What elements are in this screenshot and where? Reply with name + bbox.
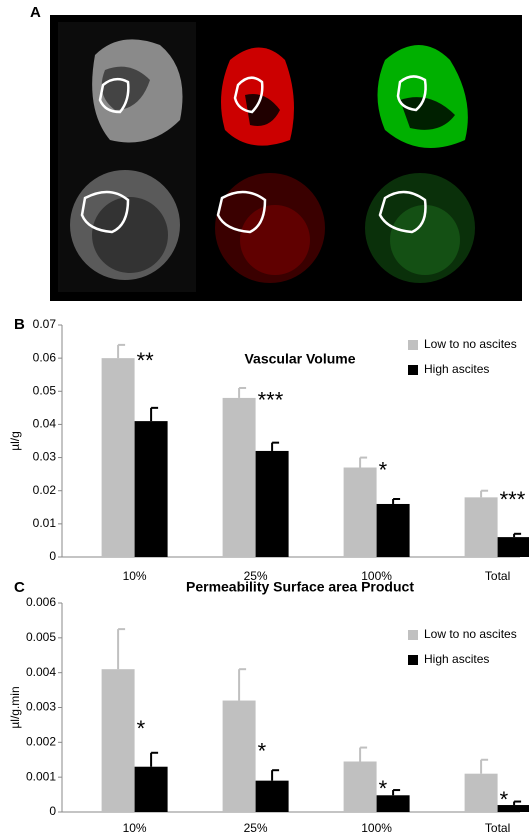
bar: [376, 795, 410, 812]
y-tick-label: 0.002: [26, 735, 56, 749]
y-tick-label: 0.06: [33, 350, 57, 364]
x-tick-label: 100%: [361, 569, 392, 583]
legend-label: High ascites: [424, 362, 489, 376]
significance: *: [137, 716, 146, 741]
legend-swatch: [408, 340, 418, 350]
legend-swatch: [408, 630, 418, 640]
bar: [464, 497, 498, 557]
chart-title: Vascular Volume: [244, 351, 355, 367]
significance: *: [258, 738, 267, 763]
panel-label: B: [14, 316, 25, 333]
y-tick-label: 0.03: [33, 450, 57, 464]
legend-label: Low to no ascites: [424, 337, 517, 351]
significance: ***: [500, 487, 526, 512]
panel-label: C: [14, 579, 25, 596]
y-tick-label: 0.005: [26, 630, 56, 644]
y-tick-label: 0.07: [33, 317, 57, 331]
significance: *: [379, 457, 388, 482]
legend-swatch: [408, 365, 418, 375]
significance: ***: [258, 388, 284, 413]
significance: *: [379, 776, 388, 801]
bar: [497, 805, 529, 812]
y-tick-label: 0.004: [26, 665, 56, 679]
bar: [222, 397, 256, 557]
bar: [343, 467, 377, 557]
x-tick-label: 25%: [244, 569, 268, 583]
bar: [101, 669, 135, 812]
bar: [101, 358, 135, 557]
significance: **: [137, 348, 155, 373]
y-tick-label: 0.001: [26, 769, 56, 783]
bar: [343, 761, 377, 812]
legend-label: Low to no ascites: [424, 627, 517, 641]
y-axis-label: µl/g: [8, 431, 22, 451]
legend-swatch: [408, 655, 418, 665]
y-tick-label: 0.01: [33, 516, 57, 530]
y-tick-label: 0.006: [26, 595, 56, 609]
bar: [464, 773, 498, 812]
y-tick-label: 0: [49, 549, 56, 563]
bar: [134, 766, 168, 812]
image-panel: [50, 15, 522, 301]
legend-label: High ascites: [424, 652, 489, 666]
bar: [497, 537, 529, 557]
bar: [134, 421, 168, 557]
x-tick-label: Total: [485, 821, 510, 835]
x-tick-label: 100%: [361, 821, 392, 835]
y-axis-label: µl/g.min: [8, 686, 22, 728]
y-tick-label: 0: [49, 804, 56, 818]
x-tick-label: 10%: [123, 569, 147, 583]
y-tick-label: 0.003: [26, 700, 56, 714]
y-tick-label: 0.02: [33, 483, 57, 497]
bar: [255, 450, 289, 557]
bar: [376, 503, 410, 557]
x-tick-label: 25%: [244, 821, 268, 835]
x-tick-label: 10%: [123, 821, 147, 835]
panel-label: A: [30, 4, 41, 21]
bar: [222, 700, 256, 812]
x-tick-label: Total: [485, 569, 510, 583]
bar: [255, 780, 289, 812]
y-tick-label: 0.05: [33, 383, 57, 397]
y-tick-label: 0.04: [33, 417, 57, 431]
chart-title: Permeability Surface area Product: [186, 579, 414, 595]
significance: *: [500, 787, 509, 812]
